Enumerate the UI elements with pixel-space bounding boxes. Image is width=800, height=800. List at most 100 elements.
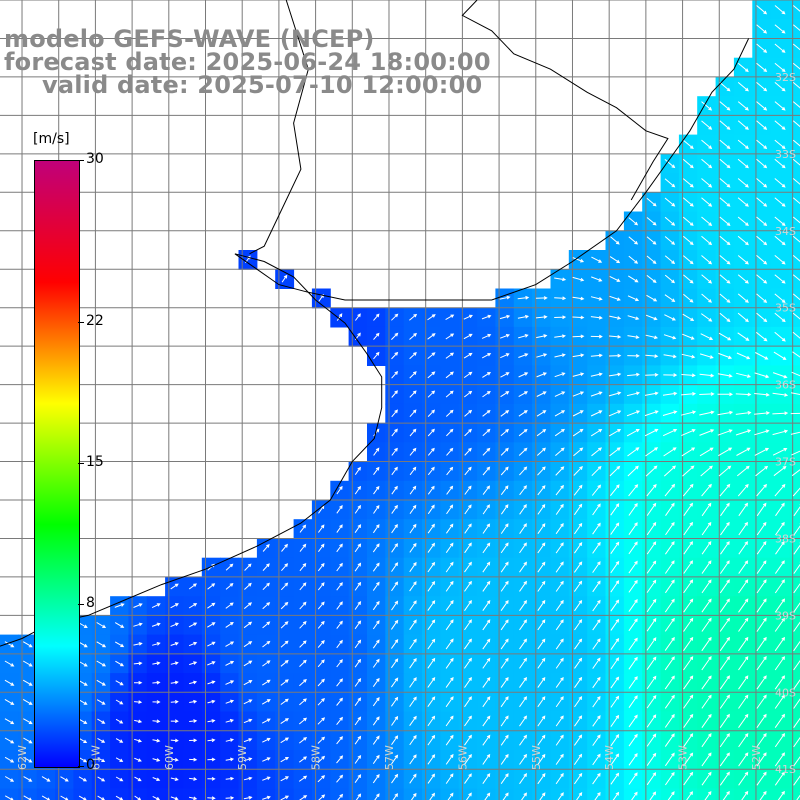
wind-arrow: [609, 465, 621, 477]
wind-arrow: [555, 466, 565, 476]
wind-arrow: [207, 699, 216, 704]
wind-speed-cell: [513, 788, 533, 800]
wind-arrow: [664, 636, 675, 651]
wind-arrow: [701, 483, 712, 497]
wind-arrow: [591, 256, 603, 263]
wind-arrow: [792, 487, 800, 497]
wind-arrow: [664, 675, 675, 690]
wind-arrow: [756, 560, 767, 574]
wind-arrow: [537, 638, 546, 650]
wind-arrow: [719, 120, 731, 130]
wind-arrow: [445, 715, 454, 727]
wind-arrow: [610, 560, 620, 574]
wind-arrow: [336, 313, 343, 321]
wind-arrow: [372, 524, 380, 534]
wind-arrow: [645, 372, 659, 377]
forecast-date: forecast date: 2025-06-24 18:00:00: [4, 48, 491, 76]
wind-arrow: [519, 715, 528, 727]
wind-arrow: [555, 599, 564, 611]
wind-arrow: [774, 331, 786, 342]
wind-arrow: [574, 619, 583, 631]
wind-speed-cell: [789, 230, 800, 251]
wind-arrow: [445, 390, 454, 398]
wind-arrow: [188, 583, 197, 590]
wind-arrow: [225, 757, 235, 762]
wind-arrow: [574, 657, 583, 669]
wind-arrow: [537, 599, 546, 611]
wind-arrow: [701, 158, 713, 169]
wind-arrow: [738, 521, 748, 536]
wind-arrow: [628, 637, 638, 651]
wind-speed-cell: [73, 788, 93, 800]
wind-arrow: [718, 465, 732, 477]
wind-speed-cell: [789, 750, 800, 770]
wind-arrow: [225, 563, 234, 571]
wind-arrow: [628, 502, 638, 516]
wind-arrow: [152, 700, 161, 704]
wind-arrow: [151, 603, 161, 609]
wind-arrow: [281, 563, 289, 572]
wind-arrow: [427, 619, 436, 631]
wind-arrow: [133, 661, 143, 666]
wind-arrow: [555, 715, 564, 727]
wind-arrow: [774, 101, 786, 111]
wind-arrow: [686, 791, 693, 800]
wind-arrow: [719, 82, 731, 92]
wind-arrow: [756, 636, 767, 652]
wind-arrow: [591, 465, 602, 477]
latitude-labels: 32S 33S 34S 35S 36S 37S 38S 39S 40S 41S: [775, 71, 796, 776]
wind-arrow: [683, 733, 694, 748]
wind-arrow: [188, 622, 198, 628]
wind-arrow: [445, 734, 454, 746]
wind-arrow: [482, 696, 491, 708]
wind-arrow: [594, 791, 601, 800]
wind-arrow: [317, 639, 325, 648]
wind-arrow: [299, 563, 307, 572]
wind-arrow: [298, 737, 308, 744]
wind-arrow: [373, 351, 380, 360]
wind-arrow: [427, 314, 436, 321]
wind-arrow: [373, 466, 380, 475]
wind-arrow: [754, 429, 770, 436]
wind-arrow: [500, 428, 509, 437]
wind-arrow: [701, 120, 713, 130]
wind-arrow: [225, 776, 235, 781]
wind-arrow: [22, 698, 33, 705]
wind-arrow: [243, 738, 253, 743]
wind-arrow: [646, 656, 657, 670]
wind-arrow: [719, 733, 730, 748]
wind-arrow: [464, 580, 472, 592]
wind-arrow: [792, 178, 800, 185]
wind-arrow: [682, 313, 695, 322]
wind-arrow: [225, 796, 235, 800]
wind-arrow: [737, 120, 749, 130]
wind-speed-cell: [789, 384, 800, 405]
wind-arrow: [409, 371, 417, 379]
wind-arrow: [391, 543, 398, 553]
wind-arrow: [664, 197, 676, 207]
wind-arrow: [280, 640, 289, 648]
wind-arrow: [317, 755, 326, 764]
wind-arrow: [336, 601, 343, 610]
wind-speed-cell: [605, 788, 625, 800]
wind-arrow: [756, 521, 767, 536]
wind-speed-cell: [789, 576, 800, 597]
wind-arrow: [645, 314, 658, 321]
wind-arrow: [134, 719, 143, 724]
wind-arrow: [701, 139, 713, 150]
wind-arrow: [792, 158, 800, 166]
latitude-label: 41S: [775, 763, 796, 776]
wind-arrow: [737, 82, 749, 92]
wind-arrow: [482, 409, 491, 417]
wind-arrow: [537, 503, 546, 515]
wind-arrow: [775, 502, 785, 517]
wind-arrow: [792, 274, 800, 282]
wind-arrow: [390, 619, 399, 630]
wind-arrow: [134, 738, 143, 743]
wind-arrow: [701, 178, 713, 188]
border-line: [461, 0, 669, 201]
coastline-path: [0, 38, 750, 647]
wind-speed-cell: [789, 211, 800, 232]
wind-arrow: [519, 466, 528, 476]
